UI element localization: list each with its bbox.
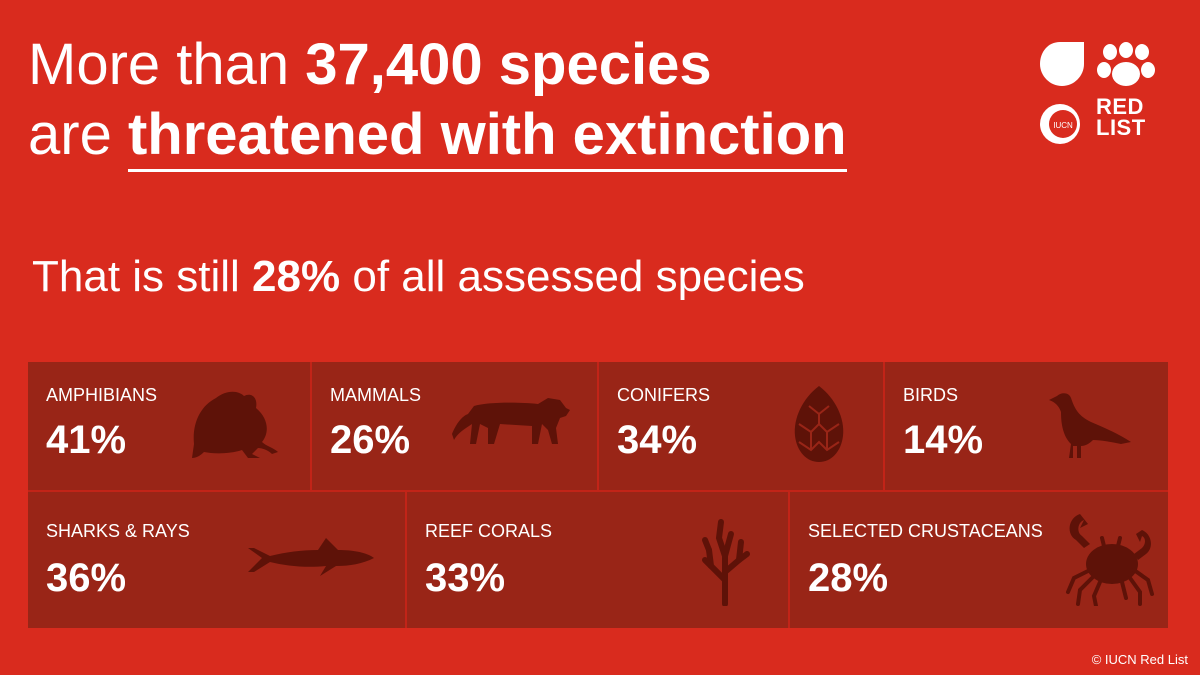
group-label: SELECTED CRUSTACEANS [808,521,1043,541]
group-percent: 28% [808,556,889,600]
group-percent: 36% [46,556,127,600]
copyright-notice: © IUCN Red List [1091,652,1188,667]
tiger-icon [452,398,570,444]
red-list-wordmark: RED LIST [1096,94,1146,140]
group-selected-crustaceans: SELECTED CRUSTACEANS 28% [790,492,1168,628]
group-label: BIRDS [903,385,959,405]
group-percent: 14% [903,418,984,462]
species-grid: AMPHIBIANS 41% MAMMALS 26% CONIFERS 34% [28,362,1168,628]
group-label: SHARKS & RAYS [46,521,190,541]
coral-icon [702,519,750,606]
group-birds: BIRDS 14% [885,362,1168,490]
logo-text-line: LIST [1096,115,1146,140]
group-label: CONIFERS [617,385,711,405]
group-percent: 34% [617,418,698,462]
logo-emblem-text: IUCN [1053,121,1073,130]
headline-text: More than [28,32,306,97]
bird-icon [1049,393,1131,458]
headline-text: are [28,102,128,167]
group-label: AMPHIBIANS [46,385,158,405]
group-amphibians: AMPHIBIANS 41% [28,362,310,490]
group-label: REEF CORALS [425,521,553,541]
crab-icon [1066,514,1154,606]
headline-line-1: More than 37,400 species [28,30,847,100]
group-label: MAMMALS [330,385,422,405]
group-percent: 33% [425,556,506,600]
subline-text: That is still [32,252,253,301]
subline: That is still 28% of all assessed specie… [32,252,805,302]
group-mammals: MAMMALS 26% [312,362,597,490]
group-sharks-rays: SHARKS & RAYS 36% [28,492,405,628]
red-list-logo: IUCN [1040,42,1155,144]
pine-cone-icon [794,386,844,462]
threatened-text: threatened with extinction [127,102,847,172]
group-reef-corals: REEF CORALS 33% [407,492,788,628]
group-percent: 26% [330,418,411,462]
subline-percent: 28% [252,252,341,301]
shark-icon [248,538,374,576]
species-count: 37,400 species [305,32,712,97]
subline-text: of all assessed species [340,252,805,301]
frog-icon [192,391,278,458]
headline-line-2: are threatened with extinction [28,100,847,172]
headline: More than 37,400 species are threatened … [28,30,847,172]
group-percent: 41% [46,418,127,462]
logo-text-line: RED [1096,94,1144,119]
group-conifers: CONIFERS 34% [599,362,883,490]
